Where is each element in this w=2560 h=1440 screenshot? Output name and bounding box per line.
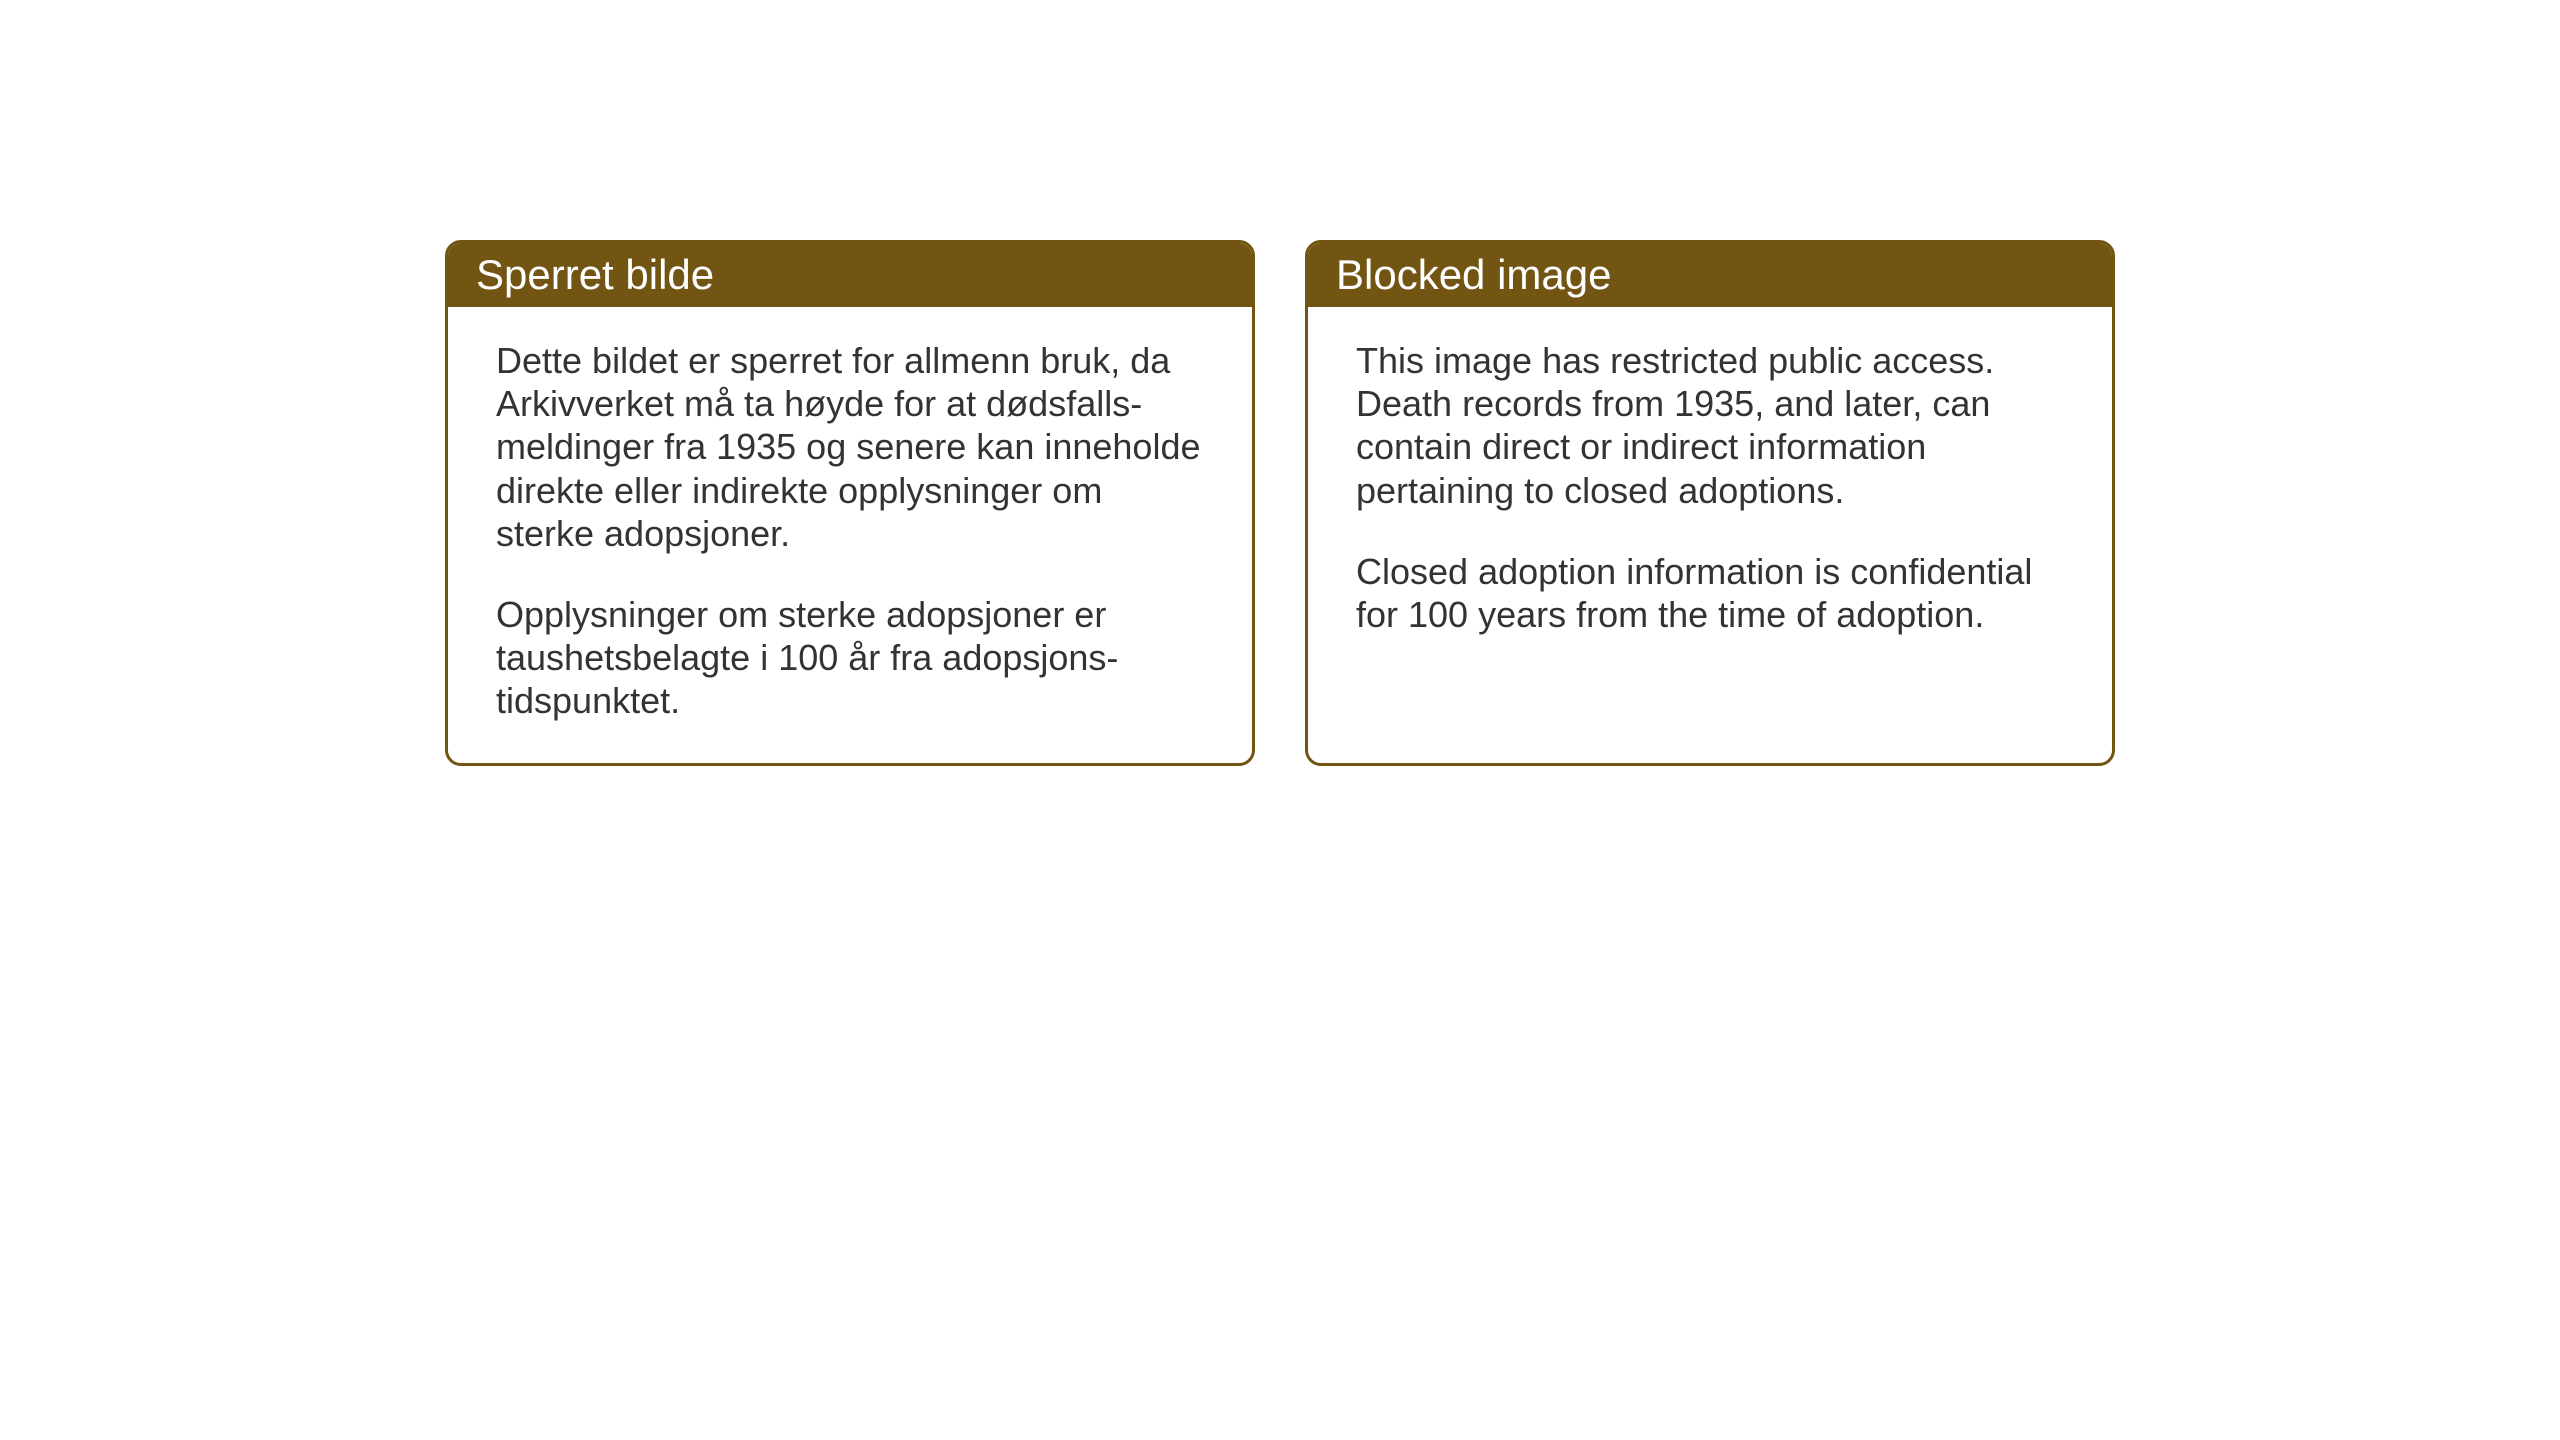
card-header-english: Blocked image: [1308, 243, 2112, 307]
card-paragraph-2-norwegian: Opplysninger om sterke adopsjoner er tau…: [496, 593, 1204, 723]
notice-cards-container: Sperret bilde Dette bildet er sperret fo…: [445, 240, 2115, 766]
card-paragraph-1-norwegian: Dette bildet er sperret for allmenn bruk…: [496, 339, 1204, 555]
card-body-english: This image has restricted public access.…: [1308, 307, 2112, 676]
card-title-norwegian: Sperret bilde: [476, 251, 714, 298]
card-body-norwegian: Dette bildet er sperret for allmenn bruk…: [448, 307, 1252, 763]
card-paragraph-2-english: Closed adoption information is confident…: [1356, 550, 2064, 636]
notice-card-english: Blocked image This image has restricted …: [1305, 240, 2115, 766]
card-title-english: Blocked image: [1336, 251, 1611, 298]
notice-card-norwegian: Sperret bilde Dette bildet er sperret fo…: [445, 240, 1255, 766]
card-paragraph-1-english: This image has restricted public access.…: [1356, 339, 2064, 512]
card-header-norwegian: Sperret bilde: [448, 243, 1252, 307]
